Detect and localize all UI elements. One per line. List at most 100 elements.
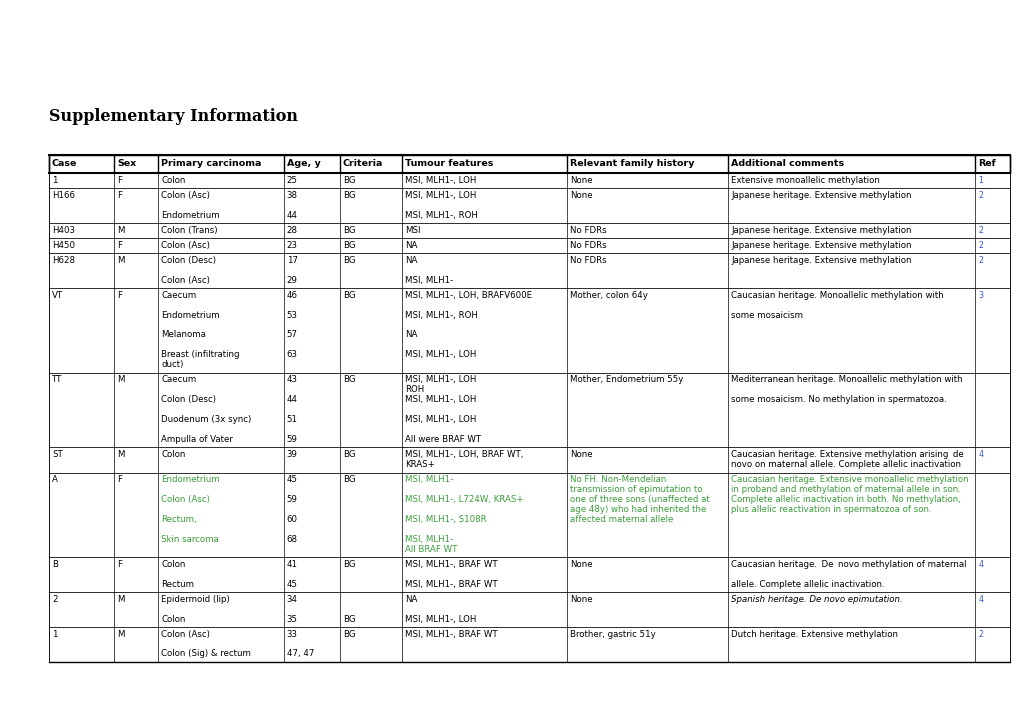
Text: Colon (Trans): Colon (Trans) xyxy=(161,225,217,235)
Text: Colon (Asc): Colon (Asc) xyxy=(161,629,210,639)
Text: one of three sons (unaffected at: one of three sons (unaffected at xyxy=(570,495,709,504)
Text: 35: 35 xyxy=(286,615,298,624)
Text: 1: 1 xyxy=(52,629,57,639)
Text: Supplementary Information: Supplementary Information xyxy=(49,108,298,125)
Text: BG: BG xyxy=(342,176,355,184)
Text: MSI, MLH1-, BRAF WT: MSI, MLH1-, BRAF WT xyxy=(405,629,497,639)
Text: No FDRs: No FDRs xyxy=(570,240,606,250)
Text: BG: BG xyxy=(342,450,355,459)
Text: M: M xyxy=(117,225,124,235)
Text: Complete allelic inactivation in both. No methylation,: Complete allelic inactivation in both. N… xyxy=(731,495,960,504)
Text: Breast (infiltrating: Breast (infiltrating xyxy=(161,351,239,359)
Text: NA: NA xyxy=(405,256,417,265)
Text: Colon: Colon xyxy=(161,450,185,459)
Bar xyxy=(49,448,1009,472)
Bar xyxy=(49,627,1009,662)
Bar xyxy=(49,288,1009,373)
Text: Colon: Colon xyxy=(161,559,185,569)
Text: 4: 4 xyxy=(977,450,982,459)
Text: MSI, MLH1-: MSI, MLH1- xyxy=(405,276,452,284)
Text: ST: ST xyxy=(52,450,62,459)
Text: MSI, MLH1-, BRAF WT: MSI, MLH1-, BRAF WT xyxy=(405,580,497,588)
Text: M: M xyxy=(117,450,124,459)
Text: 2: 2 xyxy=(977,240,982,250)
Text: NA: NA xyxy=(405,240,417,250)
Text: A: A xyxy=(52,475,58,484)
Text: 44: 44 xyxy=(286,210,298,220)
Text: BG: BG xyxy=(342,559,355,569)
Text: MSI, MLH1-, LOH: MSI, MLH1-, LOH xyxy=(405,415,476,424)
Text: 2: 2 xyxy=(977,256,982,265)
Text: Colon (Desc): Colon (Desc) xyxy=(161,256,216,265)
Text: MSI, MLH1-, LOH: MSI, MLH1-, LOH xyxy=(405,395,476,404)
Text: 46: 46 xyxy=(286,291,298,300)
Text: 4: 4 xyxy=(977,559,982,569)
Text: Extensive monoallelic methylation: Extensive monoallelic methylation xyxy=(731,176,879,184)
Text: 34: 34 xyxy=(286,595,298,603)
Text: M: M xyxy=(117,256,124,265)
Text: Colon (Asc): Colon (Asc) xyxy=(161,276,210,284)
Text: 51: 51 xyxy=(286,415,298,424)
Text: F: F xyxy=(117,291,122,300)
Text: BG: BG xyxy=(342,256,355,265)
Text: Duodenum (3x sync): Duodenum (3x sync) xyxy=(161,415,251,424)
Text: Primary carcinoma: Primary carcinoma xyxy=(161,160,261,168)
Text: Spanish heritage. De novo epimutation.: Spanish heritage. De novo epimutation. xyxy=(731,595,902,603)
Text: duct): duct) xyxy=(161,360,183,369)
Text: BG: BG xyxy=(342,291,355,300)
Text: Caucasian heritage. Extensive monoallelic methylation: Caucasian heritage. Extensive monoalleli… xyxy=(731,475,968,484)
Text: MSI, MLH1-, LOH: MSI, MLH1-, LOH xyxy=(405,615,476,624)
Text: BG: BG xyxy=(342,191,355,199)
Text: Rectum: Rectum xyxy=(161,580,194,588)
Text: plus allelic reactivation in spermatozoa of son.: plus allelic reactivation in spermatozoa… xyxy=(731,505,931,514)
Text: MSI, MLH1-, LOH, BRAFV600E: MSI, MLH1-, LOH, BRAFV600E xyxy=(405,291,532,300)
Text: ROH: ROH xyxy=(405,385,424,395)
Text: None: None xyxy=(570,191,592,199)
Text: M: M xyxy=(117,629,124,639)
Text: Additional comments: Additional comments xyxy=(731,160,844,168)
Text: Case: Case xyxy=(52,160,77,168)
Text: Epidermoid (lip): Epidermoid (lip) xyxy=(161,595,229,603)
Text: H450: H450 xyxy=(52,240,74,250)
Text: 17: 17 xyxy=(286,256,298,265)
Text: F: F xyxy=(117,176,122,184)
Text: Colon (Asc): Colon (Asc) xyxy=(161,191,210,199)
Text: 59: 59 xyxy=(286,435,298,444)
Text: affected maternal allele: affected maternal allele xyxy=(570,515,673,524)
Text: Japanese heritage. Extensive methylation: Japanese heritage. Extensive methylation xyxy=(731,225,911,235)
Text: BG: BG xyxy=(342,475,355,484)
Text: Colon (Asc): Colon (Asc) xyxy=(161,240,210,250)
Text: 39: 39 xyxy=(286,450,298,459)
Text: All BRAF WT: All BRAF WT xyxy=(405,544,457,554)
Text: 47, 47: 47, 47 xyxy=(286,649,314,659)
Text: No FDRs: No FDRs xyxy=(570,225,606,235)
Text: Colon (Sig) & rectum: Colon (Sig) & rectum xyxy=(161,649,251,659)
Text: None: None xyxy=(570,559,592,569)
Text: Relevant family history: Relevant family history xyxy=(570,160,694,168)
Text: Endometrium: Endometrium xyxy=(161,210,219,220)
Bar xyxy=(49,223,1009,238)
Bar xyxy=(49,253,1009,288)
Text: Melanoma: Melanoma xyxy=(161,330,206,340)
Text: H403: H403 xyxy=(52,225,74,235)
Text: Tumour features: Tumour features xyxy=(405,160,493,168)
Text: BG: BG xyxy=(342,375,355,384)
Text: F: F xyxy=(117,559,122,569)
Text: Japanese heritage. Extensive methylation: Japanese heritage. Extensive methylation xyxy=(731,256,911,265)
Text: M: M xyxy=(117,375,124,384)
Text: MSI, MLH1-, BRAF WT: MSI, MLH1-, BRAF WT xyxy=(405,559,497,569)
Text: No FDRs: No FDRs xyxy=(570,256,606,265)
Text: transmission of epimutation to: transmission of epimutation to xyxy=(570,485,702,494)
Text: F: F xyxy=(117,240,122,250)
Text: MSI, MLH1-, ROH: MSI, MLH1-, ROH xyxy=(405,210,477,220)
Text: 68: 68 xyxy=(286,535,298,544)
Text: 43: 43 xyxy=(286,375,298,384)
Text: allele. Complete allelic inactivation.: allele. Complete allelic inactivation. xyxy=(731,580,884,588)
Bar xyxy=(49,373,1009,448)
Text: BG: BG xyxy=(342,225,355,235)
Text: None: None xyxy=(570,176,592,184)
Bar xyxy=(49,173,1009,188)
Text: H166: H166 xyxy=(52,191,74,199)
Text: MSI: MSI xyxy=(405,225,420,235)
Text: 57: 57 xyxy=(286,330,298,340)
